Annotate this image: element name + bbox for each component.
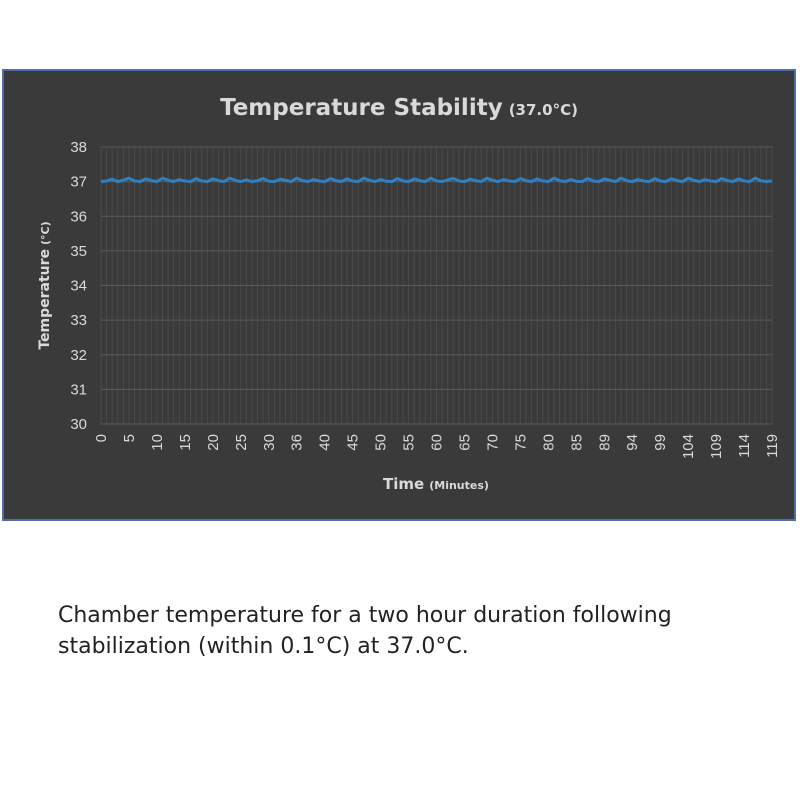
- y-tick-label: 36: [70, 208, 87, 225]
- x-tick-label: 94: [624, 434, 641, 451]
- x-tick-label: 55: [401, 434, 418, 451]
- temperature-stability-chart: 30 31 32 33 34 35 36 37 38 0 5 10 15 20 25 30 36 40 45 50 55…: [37, 95, 781, 493]
- x-axis-label: Time (Minutes): [383, 475, 489, 493]
- x-tick-label: 104: [680, 434, 697, 459]
- x-tick-label: 75: [512, 434, 529, 451]
- chart-frame: 30 31 32 33 34 35 36 37 38 0 5 10 15 20 25 30 36 40 45 50 55…: [2, 69, 796, 521]
- x-tick-label: 50: [373, 434, 390, 451]
- y-tick-label: 34: [70, 278, 87, 295]
- y-tick-label: 30: [70, 416, 87, 433]
- x-tick-label: 85: [568, 434, 585, 451]
- x-tick-label: 5: [121, 434, 138, 442]
- x-tick-label: 109: [708, 434, 725, 459]
- chart-title: Temperature Stability (37.0°C): [220, 95, 578, 121]
- x-tick-label: 25: [233, 434, 250, 451]
- x-tick-label: 40: [317, 434, 334, 451]
- x-tick-label: 114: [736, 434, 753, 458]
- x-tick-label: 60: [429, 434, 446, 451]
- y-tick-label: 37: [70, 174, 87, 191]
- x-tick-label: 0: [93, 434, 110, 442]
- x-tick-label: 99: [652, 434, 669, 451]
- y-tick-label: 32: [70, 347, 87, 364]
- series-line-temperature: [100, 176, 773, 184]
- y-tick-label: 33: [70, 312, 87, 329]
- x-tick-label: 10: [149, 434, 166, 451]
- x-tick-label: 36: [289, 434, 306, 451]
- x-tick-label: 80: [540, 434, 557, 451]
- y-tick-label: 35: [70, 243, 87, 260]
- x-tick-label: 45: [345, 434, 362, 451]
- x-tick-label: 119: [764, 434, 781, 458]
- x-tick-label: 15: [177, 434, 194, 451]
- x-tick-label: 70: [484, 434, 501, 451]
- x-tick-label: 30: [261, 434, 278, 451]
- x-tick-label: 89: [596, 434, 613, 451]
- figure-caption: Chamber temperature for a two hour durat…: [58, 603, 672, 659]
- y-tick-label: 31: [70, 381, 87, 398]
- y-axis-label: Temperature(°C): [37, 221, 53, 349]
- x-tick-label: 20: [205, 434, 222, 451]
- x-tick-label: 65: [456, 434, 473, 451]
- y-tick-label: 38: [70, 139, 87, 156]
